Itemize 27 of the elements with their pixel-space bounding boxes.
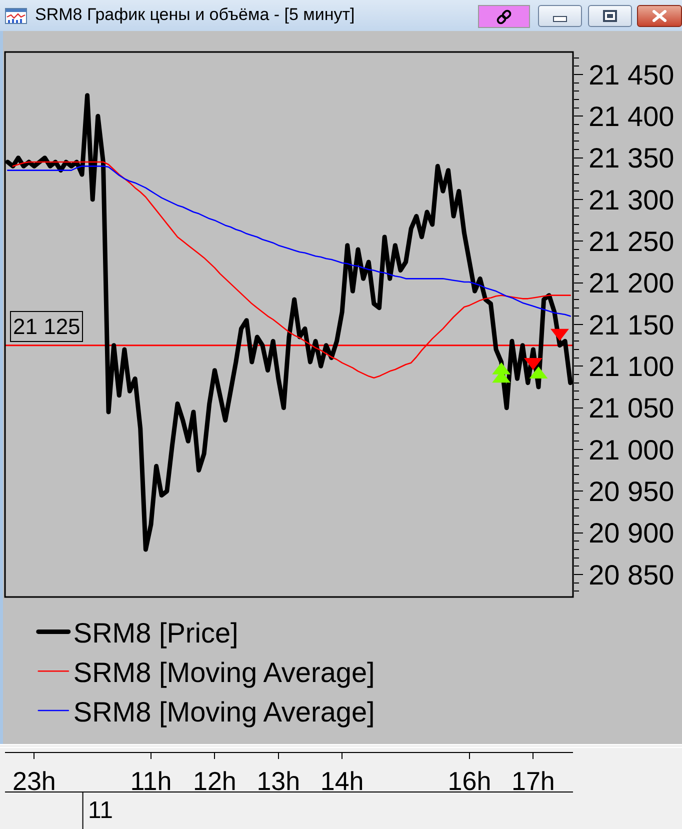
x-tick-label: 14h	[320, 766, 364, 796]
y-tick-label: 21 000	[588, 434, 674, 466]
y-tick-label: 21 100	[588, 350, 674, 382]
x-tick-label: 17h	[511, 766, 555, 796]
y-tick-label: 21 450	[588, 59, 674, 90]
y-tick-label: 20 850	[588, 559, 674, 590]
y-tick-label: 21 350	[588, 142, 674, 174]
line-series	[7, 166, 571, 317]
ref-line-label: 21 125	[13, 314, 80, 339]
y-tick-label: 21 200	[588, 268, 674, 299]
chart-title: SRM8 График цены и объёма - [5 минут]	[35, 5, 355, 25]
y-tick-label: 20 950	[588, 476, 674, 507]
y-tick-label: 21 300	[588, 184, 674, 216]
x-tick-label: 16h	[448, 766, 492, 796]
y-tick-label: 21 050	[588, 392, 674, 424]
y-tick-label: 21 150	[588, 309, 674, 340]
x-tick-label: 13h	[256, 766, 300, 796]
x-tick-label: 23h	[12, 766, 56, 796]
y-tick-label: 21 400	[588, 100, 674, 132]
x-tick-label: 12h	[192, 766, 236, 796]
y-tick-label: 20 900	[588, 518, 674, 549]
legend-label: SRM8 [Moving Average]	[73, 696, 375, 728]
text: 11	[88, 797, 113, 824]
legend-label: SRM8 [Moving Average]	[73, 657, 375, 688]
x-tick-label: 11h	[130, 766, 172, 796]
legend-label: SRM8 [Price]	[73, 618, 238, 649]
y-tick-label: 21 250	[588, 226, 674, 257]
